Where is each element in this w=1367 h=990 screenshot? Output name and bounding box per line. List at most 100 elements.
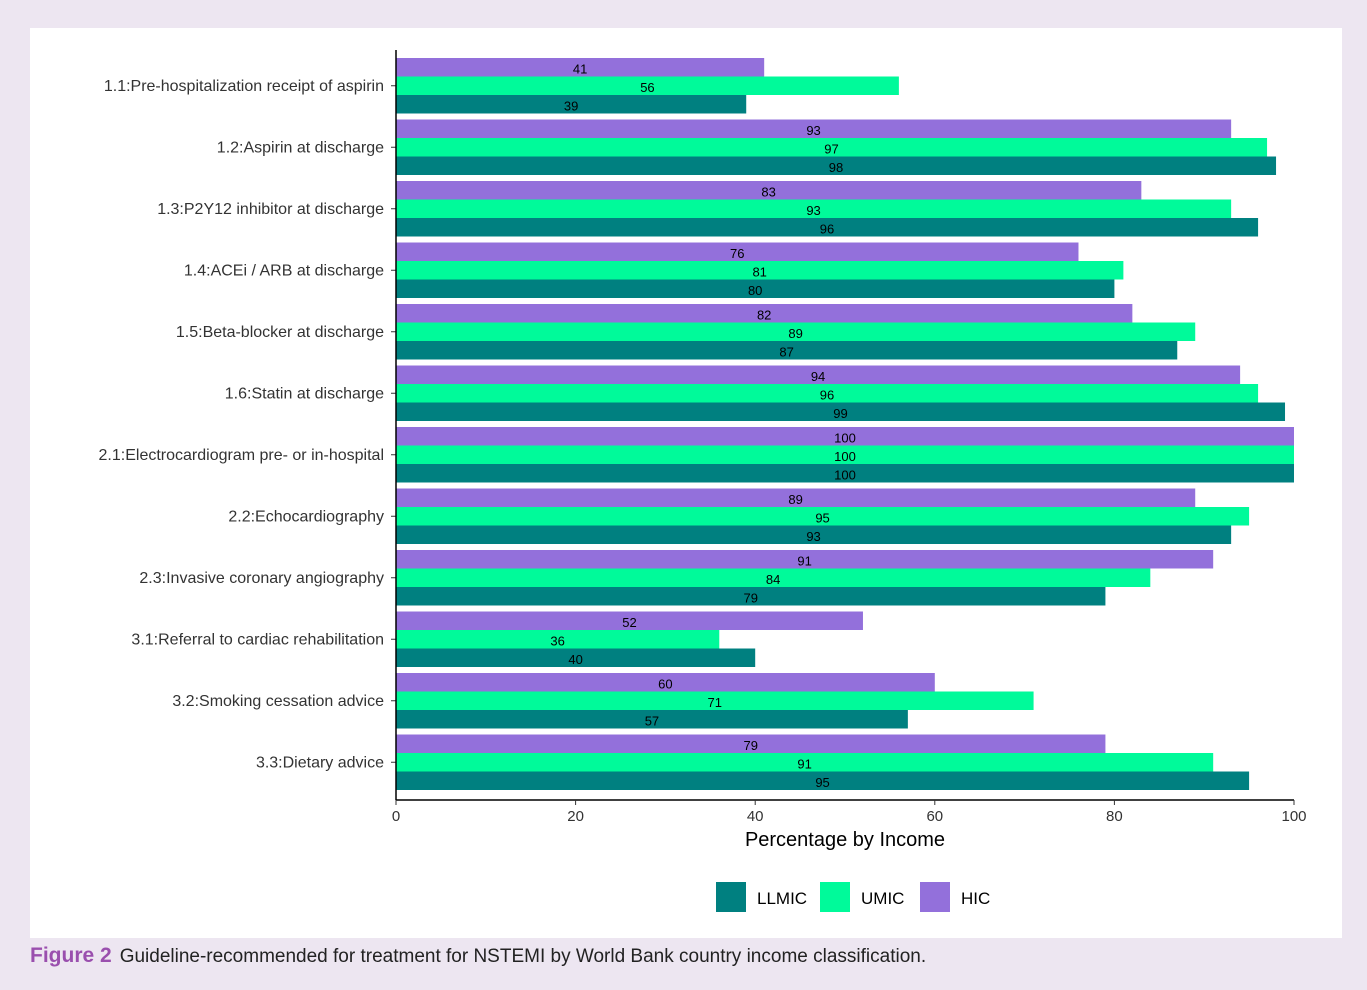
bar-llmic-1 xyxy=(396,95,747,114)
bar-llmic-2 xyxy=(396,156,1277,175)
value-label-llmic-8: 93 xyxy=(806,529,820,544)
chart-panel: 41 56 39 93 97 98 83 93 96 76 81 80 82 89 87 94 96 99 100 1… xyxy=(30,28,1342,938)
category-label-11: 3.2:Smoking cessation advice xyxy=(172,693,384,710)
bar-llmic-11 xyxy=(396,710,908,729)
bar-hic-11 xyxy=(396,673,935,692)
value-label-umic-7: 100 xyxy=(834,449,856,464)
bar-llmic-3 xyxy=(396,218,1259,237)
value-label-umic-12: 91 xyxy=(797,757,811,772)
value-label-hic-2: 93 xyxy=(806,123,820,138)
category-label-3: 1.3:P2Y12 inhibitor at discharge xyxy=(157,201,384,218)
bar-hic-10 xyxy=(396,611,863,630)
value-label-hic-10: 52 xyxy=(622,615,636,630)
caption-label: Figure 2 xyxy=(30,944,112,967)
value-label-umic-8: 95 xyxy=(815,511,829,526)
bar-llmic-7 xyxy=(396,464,1294,483)
bar-umic-6 xyxy=(396,384,1259,403)
bar-llmic-12 xyxy=(396,771,1250,790)
value-label-umic-4: 81 xyxy=(752,265,766,280)
bar-umic-1 xyxy=(396,76,899,95)
bar-hic-4 xyxy=(396,242,1079,261)
value-label-hic-4: 76 xyxy=(730,246,744,261)
value-label-hic-11: 60 xyxy=(658,677,672,692)
bar-hic-5 xyxy=(396,304,1133,323)
bar-llmic-10 xyxy=(396,648,756,667)
category-label-9: 2.3:Invasive coronary angiography xyxy=(139,570,384,587)
bar-umic-12 xyxy=(396,753,1214,772)
value-label-hic-1: 41 xyxy=(573,62,587,77)
legend: LLMIC UMIC HIC xyxy=(716,882,990,912)
value-label-llmic-9: 79 xyxy=(743,591,757,606)
x-tick-label-80: 80 xyxy=(1106,808,1123,825)
bar-hic-7 xyxy=(396,427,1294,446)
value-label-umic-2: 97 xyxy=(824,142,838,157)
value-label-umic-11: 71 xyxy=(708,695,722,710)
bar-umic-4 xyxy=(396,261,1124,280)
category-label-5: 1.5:Beta-blocker at discharge xyxy=(176,324,384,341)
value-label-hic-3: 83 xyxy=(761,185,775,200)
category-label-6: 1.6:Statin at discharge xyxy=(225,385,384,402)
bar-hic-6 xyxy=(396,365,1241,384)
value-label-hic-12: 79 xyxy=(743,738,757,753)
value-label-llmic-6: 99 xyxy=(833,406,847,421)
legend-swatch-umic xyxy=(820,882,850,912)
bar-umic-10 xyxy=(396,630,720,649)
bar-hic-2 xyxy=(396,119,1232,138)
legend-label-llmic: LLMIC xyxy=(757,889,807,908)
bar-llmic-5 xyxy=(396,341,1178,360)
value-label-hic-6: 94 xyxy=(811,369,825,384)
bar-llmic-6 xyxy=(396,402,1286,421)
value-label-umic-6: 96 xyxy=(820,388,834,403)
value-label-llmic-11: 57 xyxy=(645,714,659,729)
x-tick-label-60: 60 xyxy=(926,808,943,825)
bar-hic-9 xyxy=(396,550,1214,569)
category-label-1: 1.1:Pre-hospitalization receipt of aspir… xyxy=(104,78,384,95)
bar-umic-8 xyxy=(396,507,1250,526)
bar-umic-5 xyxy=(396,322,1196,341)
legend-label-hic: HIC xyxy=(961,889,990,908)
legend-label-umic: UMIC xyxy=(861,889,904,908)
value-label-umic-10: 36 xyxy=(550,634,564,649)
bar-umic-7 xyxy=(396,445,1294,464)
value-label-llmic-12: 95 xyxy=(815,775,829,790)
category-label-4: 1.4:ACEi / ARB at discharge xyxy=(184,262,384,279)
value-label-llmic-7: 100 xyxy=(834,468,856,483)
x-tick-label-0: 0 xyxy=(392,808,400,825)
bar-llmic-9 xyxy=(396,587,1106,606)
bar-chart: 4156399397988393967681808289879496991001… xyxy=(99,50,1307,912)
bar-umic-2 xyxy=(396,138,1268,157)
figure-caption: Figure 2 Guideline-recommended for treatm… xyxy=(30,944,926,968)
value-labels-group: 4156399397988393967681808289879496991001… xyxy=(550,62,855,791)
legend-swatch-llmic xyxy=(716,882,746,912)
bar-llmic-8 xyxy=(396,525,1232,544)
value-label-umic-9: 84 xyxy=(766,572,780,587)
bar-hic-1 xyxy=(396,58,765,77)
x-axis: 0 20 40 60 80 100 xyxy=(392,799,1307,825)
category-label-12: 3.3:Dietary advice xyxy=(256,754,384,771)
category-label-8: 2.2:Echocardiography xyxy=(228,508,384,525)
bar-umic-3 xyxy=(396,199,1232,218)
x-axis-title: Percentage by Income xyxy=(745,829,945,851)
x-tick-label-40: 40 xyxy=(747,808,764,825)
legend-swatch-hic xyxy=(920,882,950,912)
bar-hic-3 xyxy=(396,181,1142,200)
value-label-hic-5: 82 xyxy=(757,308,771,323)
bar-llmic-4 xyxy=(396,279,1115,298)
bars-group xyxy=(396,58,1294,790)
value-label-llmic-2: 98 xyxy=(829,160,843,175)
x-tick-label-20: 20 xyxy=(567,808,584,825)
category-label-10: 3.1:Referral to cardiac rehabilitation xyxy=(131,631,384,648)
value-label-hic-7: 100 xyxy=(834,431,856,446)
value-label-llmic-3: 96 xyxy=(820,222,834,237)
value-label-llmic-4: 80 xyxy=(748,283,762,298)
value-label-umic-1: 56 xyxy=(640,80,654,95)
value-label-hic-9: 91 xyxy=(797,554,811,569)
value-label-llmic-5: 87 xyxy=(779,345,793,360)
bar-hic-8 xyxy=(396,488,1196,507)
value-label-hic-8: 89 xyxy=(788,492,802,507)
value-label-llmic-10: 40 xyxy=(568,652,582,667)
category-label-2: 1.2:Aspirin at discharge xyxy=(217,139,384,156)
bar-umic-9 xyxy=(396,568,1151,587)
bar-hic-12 xyxy=(396,734,1106,753)
caption-text: Guideline-recommended for treatment for … xyxy=(119,946,927,967)
